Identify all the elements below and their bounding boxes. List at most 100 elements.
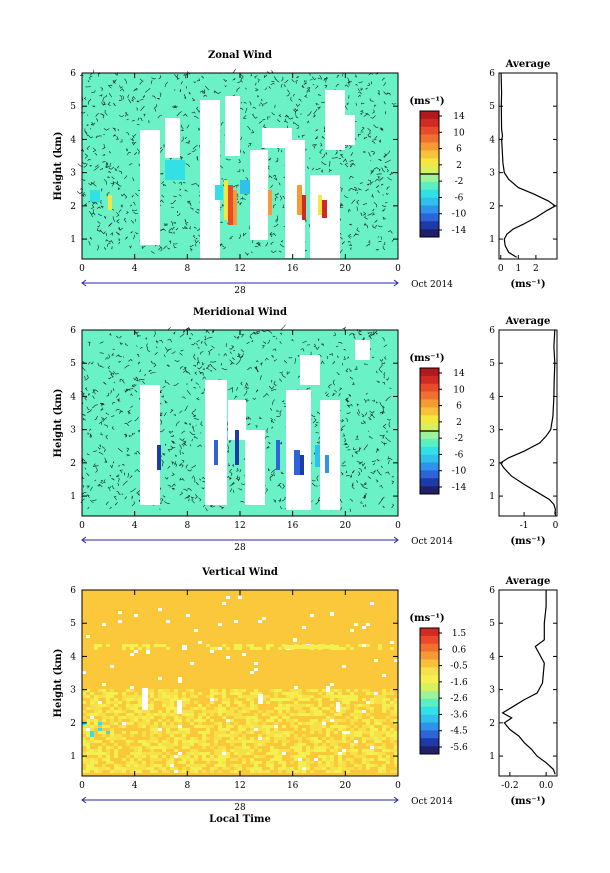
colorbar-unit: (ms⁻¹) [409,353,444,364]
colorbar-swatch [420,174,439,183]
wind-feature [108,195,112,210]
y-tick-label: 3 [70,426,76,436]
data-gap [325,90,345,150]
wind-feature [315,445,320,467]
x-tick-label: 8 [184,781,190,791]
colorbar-label: -3.6 [450,710,468,720]
colorbar-label: 6 [456,402,462,412]
date-day: 28 [234,286,246,296]
colorbar-swatch [420,486,439,495]
data-gap [285,140,305,258]
colorbar-swatch [420,229,439,238]
x-tick-label: 8 [184,264,190,274]
profile-x-tick-label: 0 [553,521,559,531]
profile-x-tick-label: 0.0 [539,781,554,791]
colorbar-swatch [420,111,439,120]
average-profile: Average 1 2 3 4 5 6 -0.2 0.0 (ms⁻¹) [489,576,558,807]
colorbar-swatch [420,431,439,440]
colorbar-swatch [420,407,439,416]
heatmap-field [76,68,398,265]
data-gap [245,430,265,505]
profile-y-tick-label: 2 [489,459,495,469]
wind-feature [297,185,302,215]
wind-feature [235,430,239,465]
colorbar-swatch [420,683,439,692]
y-axis-label: Height (km) [53,389,64,458]
profile-y-tick-label: 1 [489,235,495,245]
y-tick-label: 5 [70,359,76,369]
y-tick-label: 1 [70,752,76,762]
date-month: Oct 2014 [411,797,453,807]
wind-feature [214,440,218,465]
profile-frame [498,329,558,517]
panel-title: Zonal Wind [208,50,272,61]
colorbar-label: -14 [452,226,467,236]
colorbar-label: -14 [452,483,467,493]
x-tick-label: 20 [340,264,352,274]
colorbar-label: 2 [456,161,462,171]
wind-feature [228,185,233,225]
colorbar-label: -2.6 [450,694,468,704]
y-tick-label: 6 [70,69,76,79]
y-axis: 1 2 3 4 5 6 Height (km) [53,69,398,245]
x-axis: 0 4 8 12 16 20 0 28 Oct 2014 Local Time [79,590,453,825]
colorbar-frame [419,627,440,755]
colorbar-swatch [420,368,439,377]
profile-frame [498,72,558,260]
wind-feature [325,455,329,473]
x-tick-label: 0 [395,781,401,791]
colorbar-label: 2 [456,418,462,428]
y-tick-label: 4 [70,392,76,402]
heatmap-background [82,590,398,776]
colorbar-swatch [420,714,439,723]
colorbar-swatch [420,628,439,637]
x-tick-label: 8 [184,521,190,531]
profile-line [499,329,557,515]
colorbar-swatch [420,722,439,731]
x-tick-label: 0 [395,521,401,531]
y-axis-label: Height (km) [53,132,64,201]
colorbar-swatch [420,454,439,463]
colorbar-unit: (ms⁻¹) [409,96,444,107]
y-tick-label: 3 [70,169,76,179]
profile-line [500,72,557,258]
data-gap [177,700,182,714]
date-day: 28 [234,803,246,813]
date-bar-arrow [393,536,399,544]
colorbar-swatch [420,462,439,471]
data-gap [182,645,187,650]
profile-y-tick-label: 3 [489,686,495,696]
colorbar-swatch [420,643,439,652]
wind-feature [233,190,237,225]
y-axis-label: Height (km) [53,649,64,718]
x-tick-label: 4 [132,521,138,531]
x-axis: 0 4 8 12 16 20 0 28 Oct 2014 [79,73,453,296]
heatmap-field [80,324,398,516]
colorbar-swatch [420,158,439,167]
data-gap [140,130,160,245]
y-tick-label: 6 [70,326,76,336]
y-tick-label: 3 [70,686,76,696]
colorbar-swatch [420,126,439,135]
colorbar: (ms⁻¹) 14 10 6 2 -2 -6 -10 -14 [409,96,467,238]
colorbar-swatch [420,691,439,700]
data-gap [300,355,320,385]
wind-feature [302,195,306,220]
y-tick-label: 6 [70,586,76,596]
x-tick-label: 12 [234,521,245,531]
colorbar-swatch [420,189,439,198]
colorbar-swatch [420,142,439,151]
data-gap [165,118,180,158]
wind-feature [276,440,280,470]
data-gap [336,702,340,712]
colorbar-label: -6 [455,193,464,203]
average-profile: Average 1 2 3 4 5 6 0 1 2 (ms⁻¹) [489,59,558,290]
colorbar-swatch [420,166,439,175]
date-day: 28 [234,543,246,553]
colorbar-label: 6 [456,145,462,155]
profile-x-axis-label: (ms⁻¹) [510,536,545,547]
